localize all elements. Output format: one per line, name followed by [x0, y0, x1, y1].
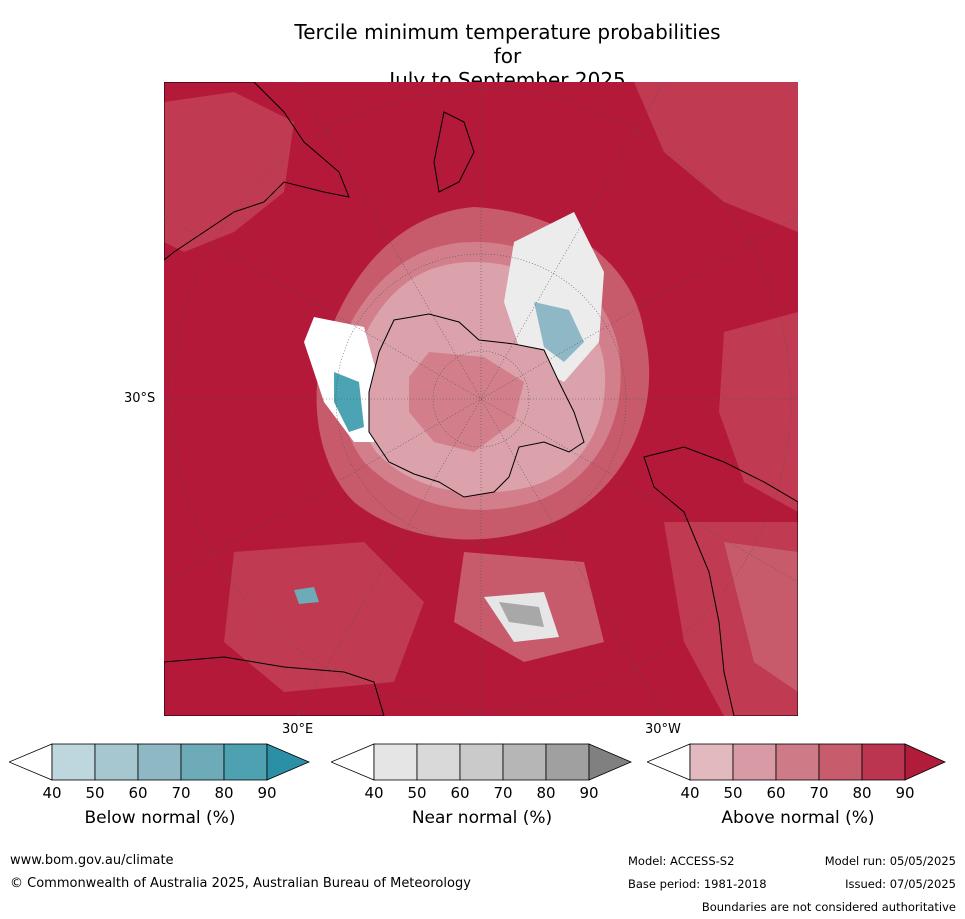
new-zealand-outline	[433, 111, 475, 193]
colorbar-below-tick: 90	[257, 784, 277, 802]
colorbar-near-tick: 70	[493, 784, 513, 802]
colorbar-above-normal	[647, 743, 946, 781]
colorbar-near-tick: 50	[407, 784, 427, 802]
region-below-normal-northeast	[534, 302, 584, 362]
region-below-normal-west	[334, 372, 364, 432]
base-period: Base period: 1981-2018	[628, 877, 767, 891]
colorbar-above-tick: 70	[809, 784, 829, 802]
region-near-normal-south-grey	[499, 602, 544, 627]
colorbar-above-tick: 60	[766, 784, 786, 802]
colorbar-above-over	[904, 743, 946, 781]
colorbar-near-80	[502, 743, 547, 781]
region-above-80-sw	[224, 542, 424, 692]
latitude-circle-inner	[432, 350, 530, 448]
meridian-60w	[297, 82, 665, 716]
colorbar-below-tick: 70	[171, 784, 191, 802]
longitude-label-30e: 30°E	[282, 722, 314, 737]
colorbar-below-normal	[9, 743, 311, 781]
region-below-normal-sw	[294, 587, 319, 604]
probability-map	[164, 82, 798, 716]
colorbar-above-label: Above normal (%)	[721, 808, 875, 828]
colorbar-below-label: Below normal (%)	[84, 808, 236, 828]
colorbar-above-90	[861, 743, 906, 781]
model-name: Model: ACCESS-S2	[628, 854, 735, 868]
colorbar-near-50	[373, 743, 418, 781]
copyright-text: © Commonwealth of Australia 2025, Austra…	[10, 876, 471, 891]
colorbar-near-70	[459, 743, 504, 781]
colorbar-near-over	[588, 743, 633, 781]
colorbar-near-tick: 40	[364, 784, 384, 802]
website-link[interactable]: www.bom.gov.au/climate	[10, 853, 174, 868]
colorbar-above-70	[775, 743, 820, 781]
antarctica-interior	[409, 352, 524, 452]
colorbar-above-under	[647, 743, 691, 781]
colorbar-above-60	[732, 743, 777, 781]
colorbar-near-normal	[331, 743, 633, 781]
colorbar-above-tick: 50	[723, 784, 743, 802]
region-above-80-e	[719, 312, 798, 512]
region-above-70-se	[724, 542, 798, 692]
colorbar-near-tick: 60	[450, 784, 470, 802]
colorbar-below-tick: 50	[85, 784, 105, 802]
colorbar-above-tick: 40	[680, 784, 700, 802]
longitude-label-30w: 30°W	[645, 722, 681, 737]
colorbar-below-60	[94, 743, 139, 781]
colorbar-below-under	[9, 743, 53, 781]
colorbar-above-tick: 80	[852, 784, 872, 802]
title-line-1: Tercile minimum temperature probabilitie…	[294, 20, 721, 68]
issued-date: Issued: 07/05/2025	[845, 877, 956, 891]
colorbar-below-over	[266, 743, 311, 781]
model-run-date: Model run: 05/05/2025	[824, 854, 956, 868]
colorbar-below-90	[223, 743, 268, 781]
colorbar-near-tick: 90	[579, 784, 599, 802]
colorbar-near-tick: 80	[536, 784, 556, 802]
graticule	[164, 82, 798, 716]
colorbar-near-90	[545, 743, 590, 781]
south-america-outline	[643, 446, 798, 716]
colorbar-near-label: Near normal (%)	[411, 808, 553, 828]
colorbar-below-tick: 80	[214, 784, 234, 802]
boundaries-disclaimer: Boundaries are not considered authoritat…	[701, 900, 956, 914]
region-above-80-nw	[164, 92, 294, 252]
colorbar-below-50	[51, 743, 96, 781]
colorbar-above-tick: 90	[895, 784, 915, 802]
colorbar-near-under	[331, 743, 375, 781]
australia-outline	[164, 82, 350, 261]
colorbar-near-60	[416, 743, 461, 781]
colorbar-below-tick: 40	[42, 784, 62, 802]
colorbar-below-80	[180, 743, 225, 781]
latitude-label-30s: 30°S	[124, 391, 156, 406]
region-above-80-ne	[634, 82, 798, 232]
colorbar-below-tick: 60	[128, 784, 148, 802]
colorbar-below-70	[137, 743, 182, 781]
colorbar-above-50	[689, 743, 734, 781]
africa-outline	[164, 656, 385, 716]
colorbar-above-80	[818, 743, 863, 781]
